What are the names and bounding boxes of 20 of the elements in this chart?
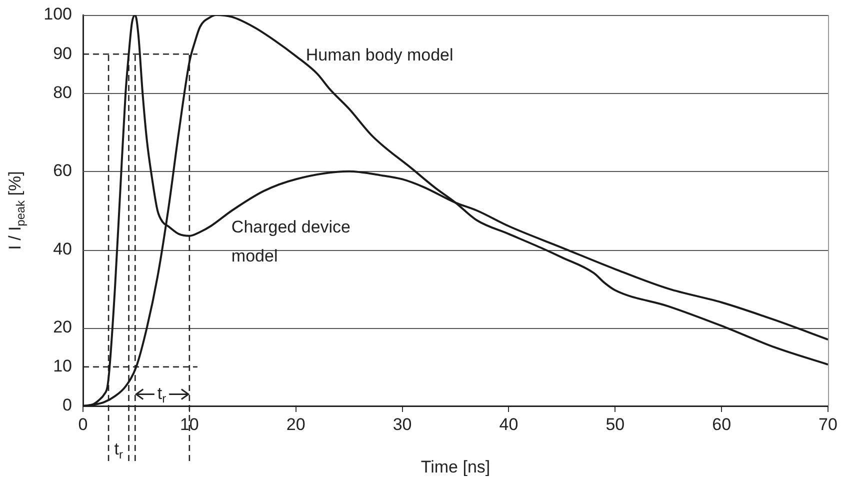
y-tick-label: 40 xyxy=(53,239,72,258)
y-tick-label: 100 xyxy=(44,4,72,24)
x-axis-title: Time [ns] xyxy=(420,457,490,476)
y-axis-title: I / Ipeak [%] xyxy=(6,171,28,250)
series-label: Human body model xyxy=(306,46,454,65)
x-tick-label: 0 xyxy=(78,414,88,434)
x-tick-label: 40 xyxy=(499,414,518,434)
y-tick-label: 60 xyxy=(53,161,72,180)
x-tick-label: 10 xyxy=(180,414,199,434)
x-tick-label: 60 xyxy=(712,414,732,434)
x-tick-label: 50 xyxy=(606,414,625,434)
y-tick-label: 10 xyxy=(53,356,72,376)
y-tick-label: 20 xyxy=(53,317,72,336)
x-tick-label: 20 xyxy=(286,414,306,434)
y-tick-label: 80 xyxy=(53,82,72,102)
y-tick-label: 90 xyxy=(53,44,72,63)
series-label: Charged device model xyxy=(231,218,351,266)
x-tick-label: 70 xyxy=(818,414,838,434)
y-tick-label: 0 xyxy=(62,396,72,415)
x-tick-label: 30 xyxy=(392,414,412,434)
